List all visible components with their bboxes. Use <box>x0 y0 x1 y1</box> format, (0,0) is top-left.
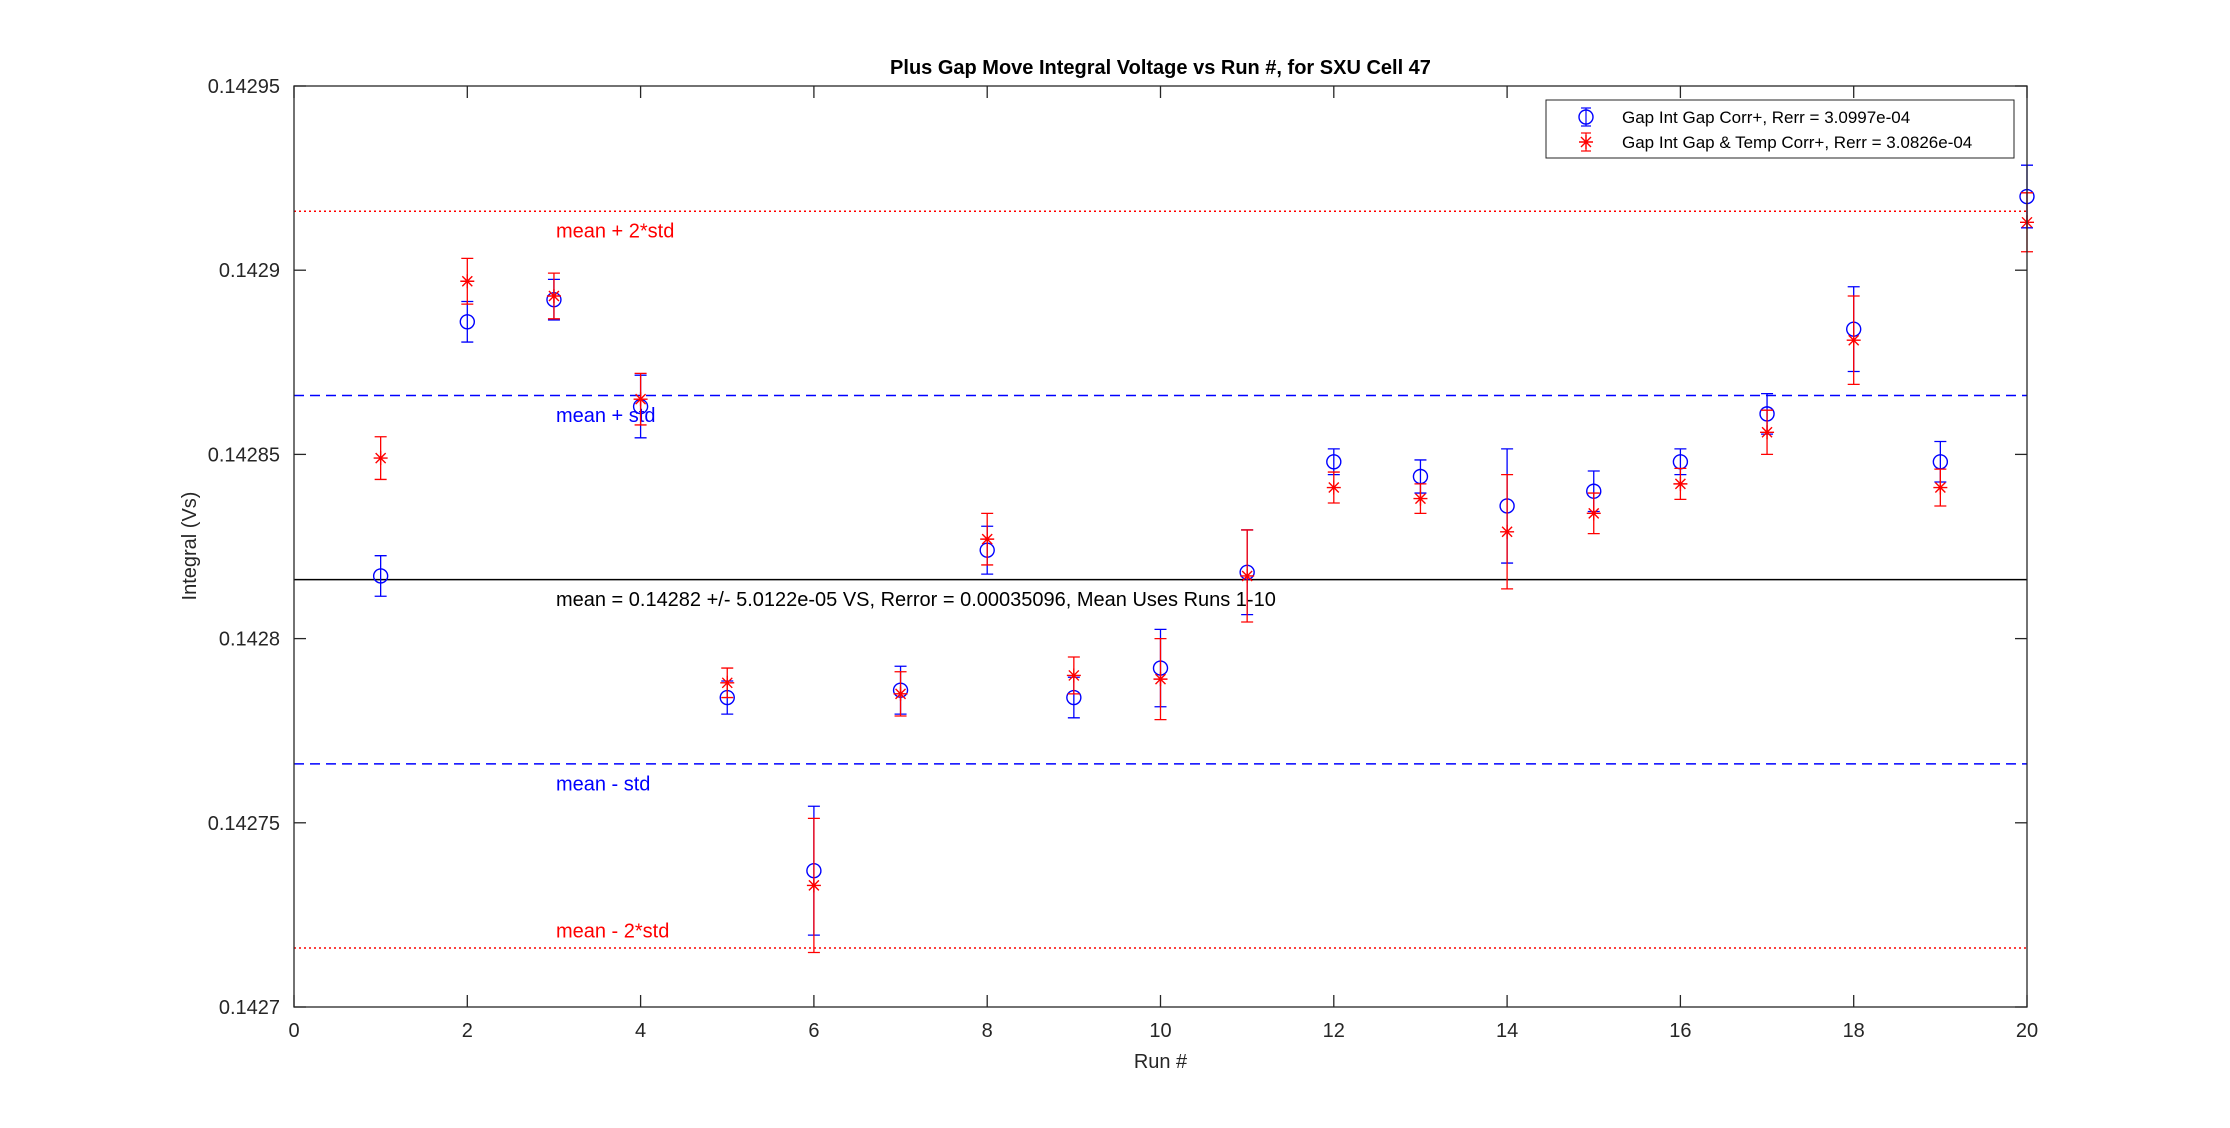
data-point <box>1760 425 1775 440</box>
data-point <box>546 288 561 303</box>
x-tick-label: 4 <box>635 1020 646 1042</box>
data-point <box>1326 480 1341 495</box>
annotation-label: mean + std <box>556 405 656 427</box>
x-tick-label: 8 <box>982 1020 993 1042</box>
data-point <box>372 568 389 584</box>
data-point <box>1500 524 1515 539</box>
data-point <box>893 686 908 701</box>
annotation-label: mean - 2*std <box>556 921 669 943</box>
y-tick-label: 0.1428 <box>219 629 280 651</box>
x-tick-label: 0 <box>288 1020 299 1042</box>
y-tick-label: 0.1427 <box>219 997 280 1019</box>
x-axis-label: Run # <box>1134 1051 1188 1073</box>
legend: Gap Int Gap Corr+, Rerr = 3.0997e-04 Gap … <box>1545 99 2015 159</box>
data-point <box>1933 480 1948 495</box>
legend-box <box>1545 99 2015 159</box>
data-point <box>806 878 821 893</box>
x-tick-label: 2 <box>462 1020 473 1042</box>
data-point <box>1586 506 1601 521</box>
chart-title: Plus Gap Move Integral Voltage vs Run #,… <box>890 57 1431 79</box>
annotation-label: mean = 0.14282 +/- 5.0122e-05 VS, Rerror… <box>556 589 1276 611</box>
data-point <box>1066 668 1081 683</box>
legend-marker <box>1579 135 1593 149</box>
legend-entry: Gap Int Gap Corr+, Rerr = 3.0997e-04 <box>1578 107 1910 127</box>
data-point <box>460 274 475 289</box>
x-tick-label: 12 <box>1323 1020 1345 1042</box>
data-point <box>1673 476 1688 491</box>
y-tick-label: 0.1429 <box>219 260 280 282</box>
annotation-label: mean + 2*std <box>556 221 674 243</box>
plot-area <box>294 86 2027 1007</box>
error-bar <box>374 555 387 597</box>
reference-lines <box>294 210 2027 949</box>
data-point <box>1413 491 1428 506</box>
data-point <box>1326 454 1342 470</box>
x-tick-label: 18 <box>1843 1020 1865 1042</box>
legend-marker <box>1578 109 1594 125</box>
x-tick-label: 14 <box>1496 1020 1518 1042</box>
data-point <box>1846 333 1861 348</box>
data-point <box>1153 672 1168 687</box>
axes: 0 2 4 6 8 10 12 14 16 18 20 0.1427 0.14275 0.1428 0.14… <box>208 76 2038 1042</box>
y-tick-label: 0.14285 <box>208 444 280 466</box>
y-tick-label: 0.14295 <box>208 76 280 98</box>
data-series <box>372 164 2035 954</box>
data-point <box>980 532 995 547</box>
x-tick-label: 10 <box>1149 1020 1171 1042</box>
annotation-label: mean - std <box>556 773 650 795</box>
data-point <box>1240 568 1255 583</box>
y-tick-label: 0.14275 <box>208 813 280 835</box>
data-point <box>373 451 388 466</box>
legend-label: Gap Int Gap Corr+, Rerr = 3.0997e-04 <box>1622 108 1910 127</box>
y-axis-label: Integral (Vs) <box>179 492 201 601</box>
data-point <box>633 392 648 407</box>
legend-label: Gap Int Gap & Temp Corr+, Rerr = 3.0826e… <box>1622 133 1972 152</box>
x-tick-label: 6 <box>808 1020 819 1042</box>
legend-entry: Gap Int Gap & Temp Corr+, Rerr = 3.0826e… <box>1579 132 1972 152</box>
x-tick-label: 16 <box>1669 1020 1691 1042</box>
data-point <box>720 675 735 690</box>
annotations: mean + 2*std mean + std mean = 0.14282 +/-… <box>556 221 1276 943</box>
series-2 <box>373 192 2034 954</box>
x-tick-label: 20 <box>2016 1020 2038 1042</box>
data-point <box>459 314 475 330</box>
